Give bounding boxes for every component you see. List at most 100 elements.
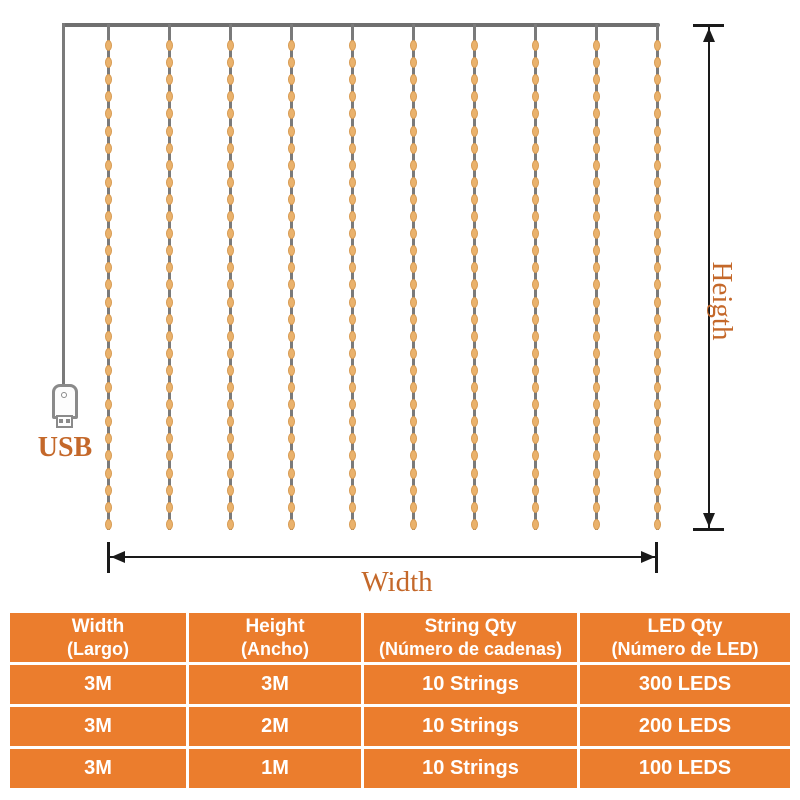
led-bead xyxy=(531,347,539,359)
led-bead xyxy=(592,211,600,222)
spec-cell-height: 1M xyxy=(189,749,361,788)
led-bead xyxy=(165,91,173,103)
led-bead xyxy=(165,296,173,308)
led-bead xyxy=(104,450,112,462)
led-bead xyxy=(348,518,356,530)
led-bead xyxy=(165,467,173,479)
led-bead xyxy=(348,296,356,308)
led-bead xyxy=(470,399,478,411)
led-bead xyxy=(531,399,539,411)
width-dimension-cap-right xyxy=(655,542,658,573)
led-bead xyxy=(226,296,234,308)
led-bead xyxy=(226,399,234,411)
led-bead xyxy=(165,382,173,393)
led-bead xyxy=(531,296,539,308)
led-bead xyxy=(409,518,417,530)
arrow-down-icon xyxy=(703,513,715,527)
led-bead xyxy=(653,296,661,308)
string-wire xyxy=(106,24,110,530)
led-string xyxy=(409,24,417,530)
usb-pin-contact xyxy=(59,419,63,423)
led-bead xyxy=(287,467,295,479)
led-bead xyxy=(531,518,539,530)
led-bead xyxy=(287,159,295,171)
led-bead xyxy=(287,193,295,205)
led-bead xyxy=(287,279,295,291)
led-bead xyxy=(653,176,661,188)
led-bead xyxy=(104,484,112,496)
led-bead xyxy=(226,262,234,274)
led-bead xyxy=(592,347,600,359)
led-bead xyxy=(287,91,295,103)
led-bead xyxy=(226,501,234,513)
led-bead xyxy=(592,159,600,171)
led-bead xyxy=(287,501,295,513)
led-bead xyxy=(653,91,661,103)
led-bead xyxy=(104,399,112,411)
led-bead xyxy=(531,467,539,479)
arrow-right-icon xyxy=(641,551,655,563)
led-bead xyxy=(226,245,234,257)
led-bead xyxy=(531,125,539,137)
led-bead xyxy=(409,262,417,274)
height-dimension-cap-top xyxy=(693,24,724,27)
led-bead xyxy=(104,364,112,376)
led-bead xyxy=(104,91,112,103)
led-bead xyxy=(409,399,417,411)
led-bead xyxy=(470,159,478,171)
led-bead xyxy=(470,279,478,291)
led-bead xyxy=(165,399,173,411)
led-bead xyxy=(287,245,295,257)
led-bead xyxy=(348,262,356,274)
led-bead xyxy=(165,433,173,445)
led-bead xyxy=(470,40,478,51)
led-bead xyxy=(531,416,539,428)
led-bead xyxy=(226,142,234,154)
led-bead xyxy=(287,262,295,274)
led-bead xyxy=(348,74,356,86)
led-bead xyxy=(531,330,539,342)
led-bead xyxy=(287,347,295,359)
height-dimension-cap-bottom xyxy=(693,528,724,531)
led-bead xyxy=(470,296,478,308)
led-bead xyxy=(348,108,356,120)
header-sublabel: (Número de cadenas) xyxy=(378,638,563,659)
led-bead xyxy=(531,176,539,188)
led-bead xyxy=(653,142,661,154)
spec-table: Width (Largo) Height (Ancho) String Qty … xyxy=(10,613,790,788)
arrow-up-icon xyxy=(703,28,715,42)
led-bead xyxy=(104,347,112,359)
led-bead xyxy=(409,57,417,69)
string-wire xyxy=(350,24,354,530)
led-bead xyxy=(409,484,417,496)
led-bead xyxy=(653,279,661,291)
led-bead xyxy=(287,330,295,342)
led-bead xyxy=(348,433,356,445)
led-bead xyxy=(409,245,417,257)
led-bead xyxy=(104,176,112,188)
led-string xyxy=(348,24,356,530)
header-sublabel: (Número de LED) xyxy=(611,638,759,659)
led-bead xyxy=(409,467,417,479)
led-bead xyxy=(287,364,295,376)
led-bead xyxy=(165,518,173,530)
led-bead xyxy=(653,399,661,411)
led-bead xyxy=(653,330,661,342)
led-bead xyxy=(104,382,112,393)
led-bead xyxy=(104,262,112,274)
led-bead xyxy=(165,279,173,291)
led-bead xyxy=(226,159,234,171)
led-bead xyxy=(409,142,417,154)
led-bead xyxy=(104,193,112,205)
spec-header-string-qty: String Qty (Número de cadenas) xyxy=(364,613,577,662)
led-bead xyxy=(470,57,478,69)
led-bead xyxy=(226,433,234,445)
led-bead xyxy=(165,228,173,240)
spec-cell-height: 3M xyxy=(189,665,361,704)
led-bead xyxy=(287,450,295,462)
led-bead xyxy=(653,467,661,479)
led-bead xyxy=(470,467,478,479)
width-label: Width xyxy=(361,566,433,598)
led-bead xyxy=(104,518,112,530)
